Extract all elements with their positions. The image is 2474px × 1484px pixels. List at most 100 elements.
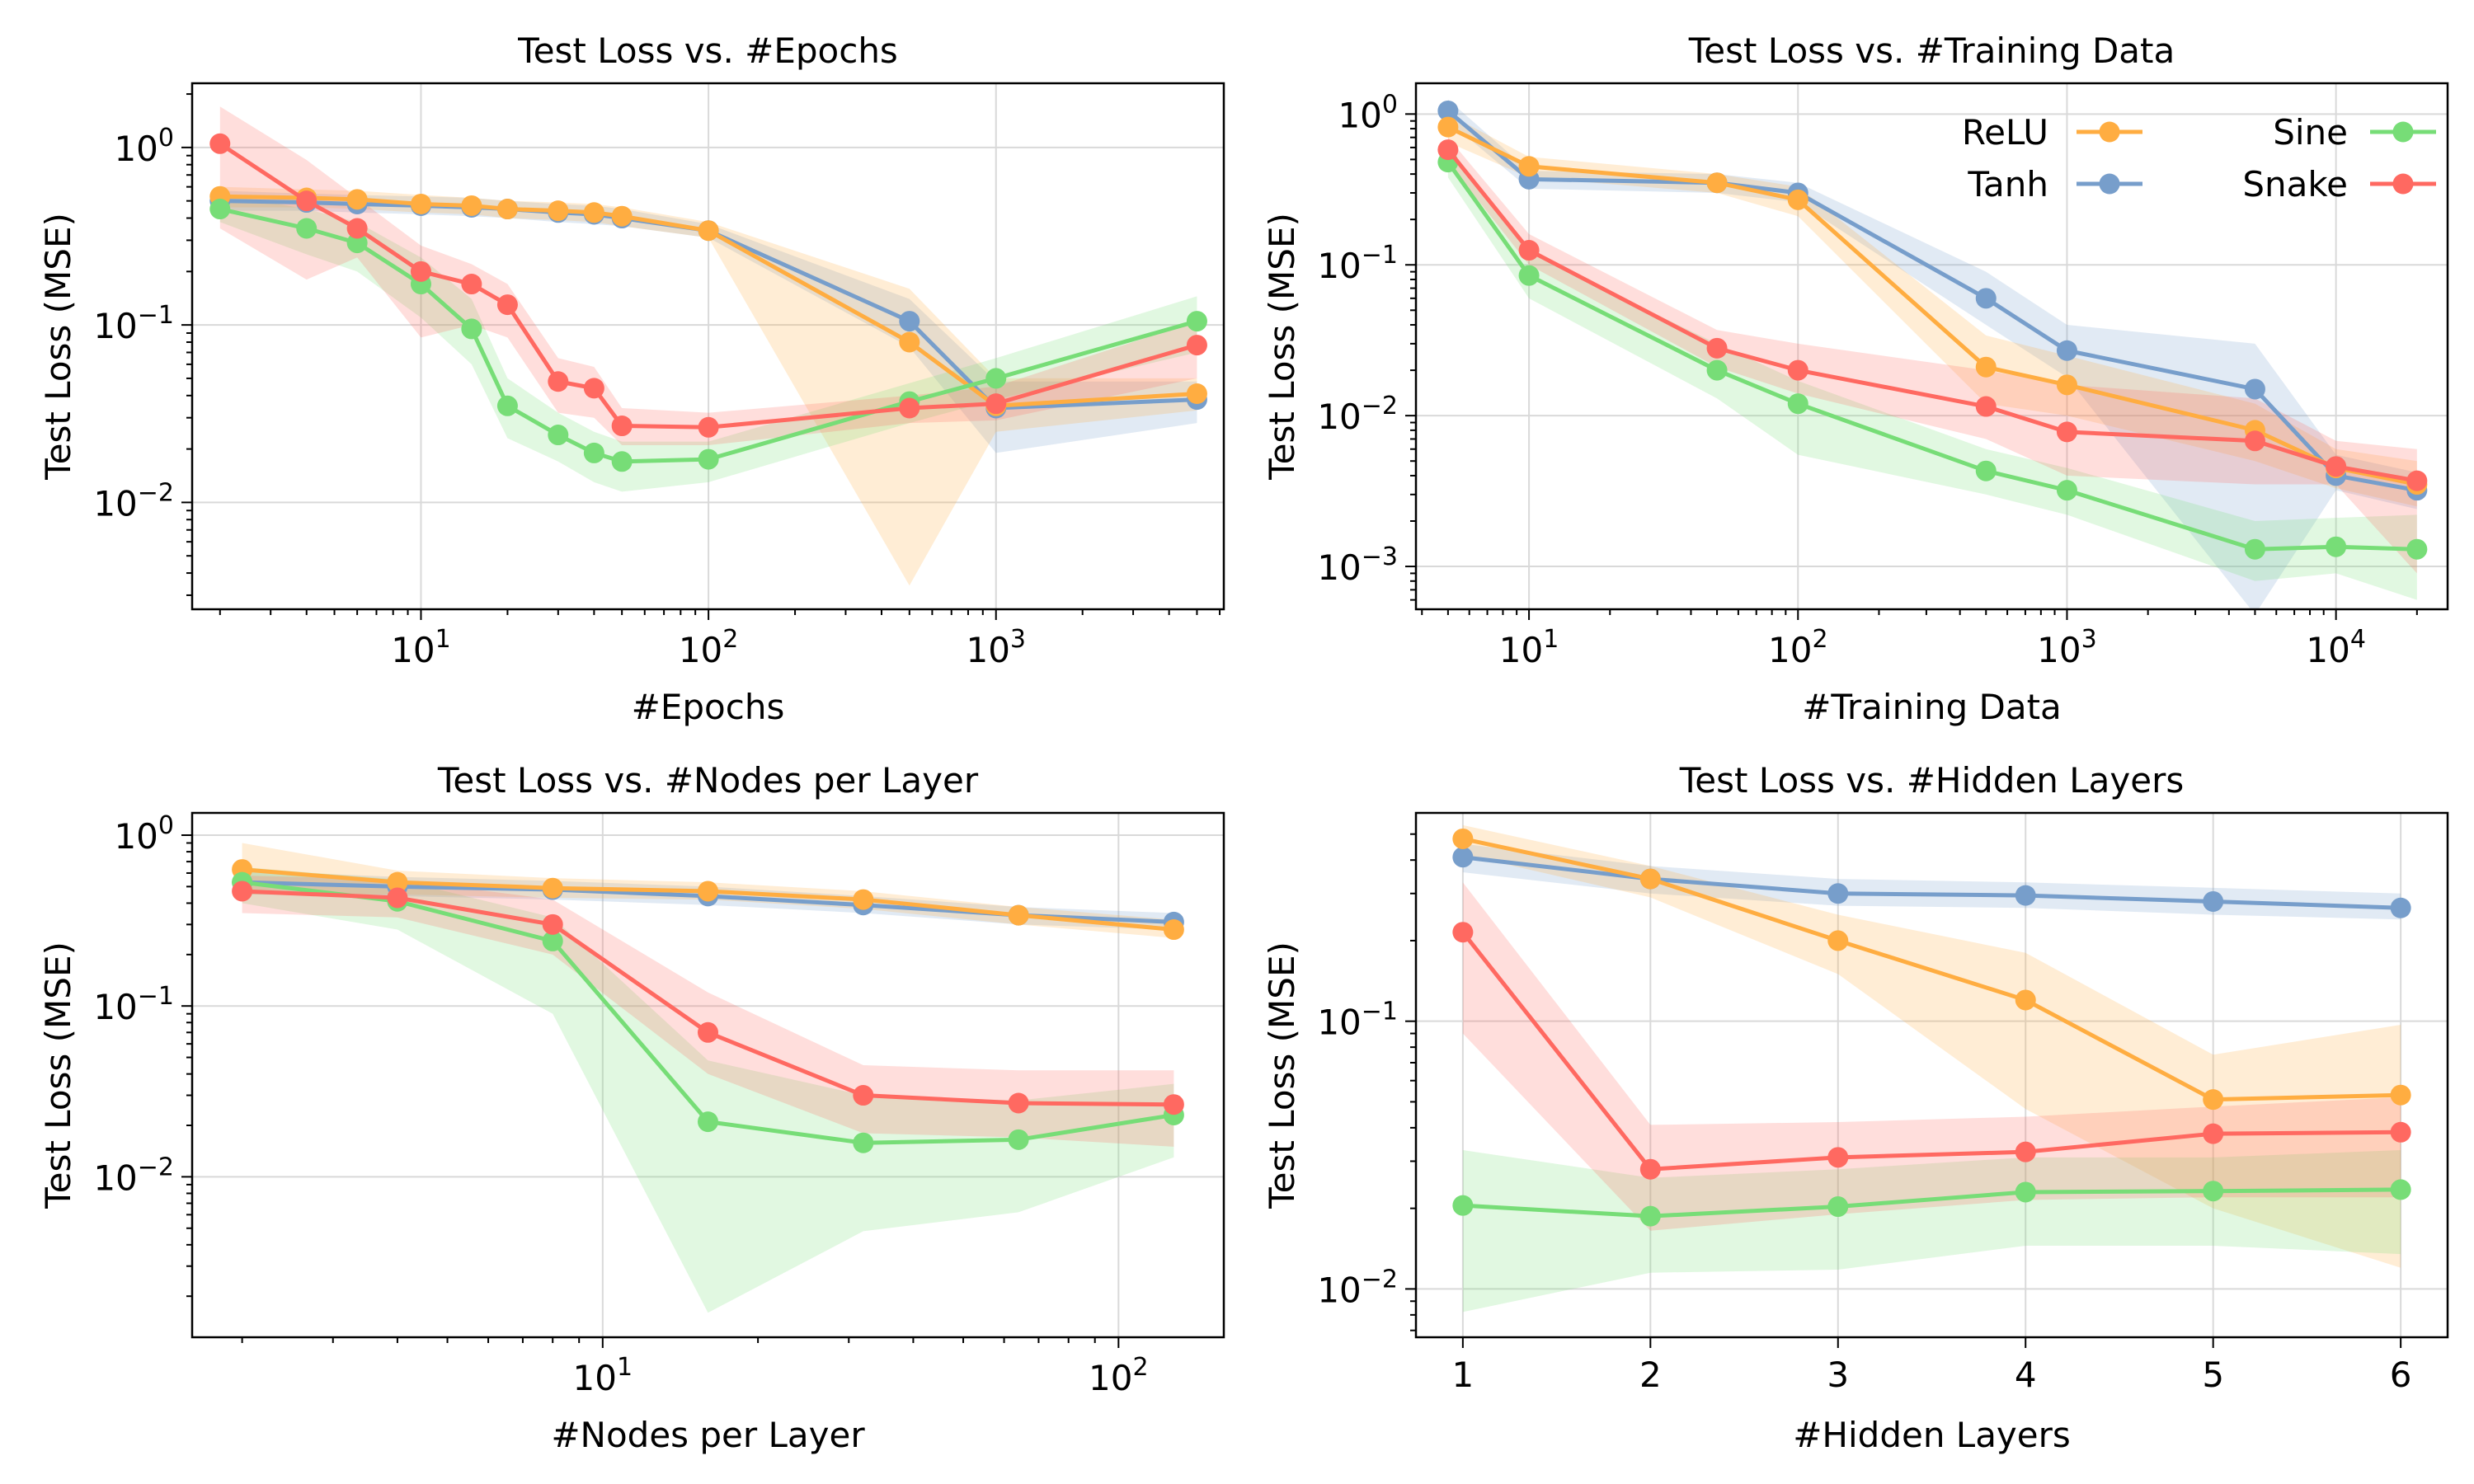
legend-label-tanh: Tanh [1967,164,2048,204]
series-line-relu [1462,837,2401,1102]
point-relu [410,193,431,214]
point-relu [611,205,633,227]
point-relu [1452,828,1474,849]
point-tanh [1827,883,1849,904]
point-snake [548,371,569,392]
point-relu [1008,904,1029,926]
point-sine [496,395,518,416]
band-relu [1447,114,2417,507]
point-snake [1639,1158,1661,1180]
x-tick-label: 1 [1451,1355,1474,1395]
point-sine [346,232,368,254]
point-sine [1008,1129,1029,1150]
band-snake [242,876,1174,1147]
point-tanh [1437,100,1459,121]
y-axis-label: Test Loss (MSE) [38,942,78,1209]
point-snake [1186,335,1207,356]
point-relu [387,871,408,893]
point-relu [899,331,920,353]
point-sine [1518,265,1540,286]
band-sine [1447,147,2417,600]
y-tick-label: 10−2 [93,1153,174,1198]
point-snake [853,1085,874,1106]
point-relu [698,881,718,902]
point-snake [232,881,253,902]
point-relu [698,220,719,242]
point-tanh [2244,378,2265,400]
legend-marker-relu [2099,121,2120,143]
legend: ReLU Sine Tanh Snake [1962,112,2436,204]
x-axis-label: #Hidden Layers [1793,1415,2071,1455]
point-relu [1706,172,1728,194]
point-sine [698,1111,718,1133]
x-tick-label: 103 [966,625,1026,670]
point-snake [1518,240,1540,261]
series-line-tanh [1462,855,2401,910]
band-tanh [1447,99,2417,609]
x-axis-label: #Nodes per Layer [551,1415,865,1455]
point-snake [1827,1147,1849,1168]
legend-label-snake: Snake [2242,164,2348,204]
chart-panel-1: 101 102 103 100 10−1 10−2 Test Loss vs. #Epoch… [38,31,1225,727]
x-tick-label: 103 [2037,625,2097,670]
point-relu [2203,1089,2224,1111]
point-snake [1452,922,1474,943]
point-snake [2015,1141,2036,1162]
point-sine [542,930,563,951]
point-tanh [1975,288,1997,309]
point-snake [1437,139,1459,161]
point-snake [1975,396,1997,417]
grid [192,813,1224,1337]
y-tick-label: 10−1 [1317,998,1398,1043]
band-snake [1462,882,2401,1231]
point-snake [542,913,563,935]
point-snake [698,1021,718,1043]
series-line-snake [1460,931,2401,1172]
x-tick-label: 6 [2390,1355,2412,1395]
point-relu [2390,1084,2411,1106]
y-axis-label: Test Loss (MSE) [1262,213,1302,481]
point-sine [1827,1196,1849,1218]
chart-title: Test Loss vs. #Training Data [1688,31,2175,71]
point-sine [2406,538,2428,560]
point-relu [583,202,604,223]
point-sine [2326,536,2347,557]
point-snake [611,416,633,437]
point-sine [1787,393,1808,415]
point-relu [1975,356,1997,378]
point-snake [346,218,368,239]
band-sine [219,193,1197,492]
point-relu [542,877,563,899]
point-relu [1827,930,1849,951]
y-axis-label: Test Loss (MSE) [38,213,78,481]
y-tick-label: 10−2 [93,478,174,524]
point-relu [1787,189,1808,210]
point-snake [1787,359,1808,381]
point-tanh [2203,890,2224,912]
legend-marker-tanh [2099,173,2120,195]
point-sine [461,318,482,340]
x-tick-label: 104 [2306,625,2366,670]
y-tick-label: 100 [1338,90,1398,135]
legend-label-relu: ReLU [1962,112,2048,153]
legend-marker-snake [2392,173,2414,195]
point-sine [853,1132,874,1153]
y-tick-label: 10−1 [93,982,174,1027]
chart-title: Test Loss vs. #Epochs [517,31,898,71]
point-sine [2244,538,2265,560]
legend-label-sine: Sine [2273,112,2348,153]
point-sine [2390,1179,2411,1200]
y-tick-label: 10−1 [1317,241,1398,286]
grid [192,83,1224,609]
x-tick-label: 5 [2202,1355,2224,1395]
point-relu [1163,919,1184,941]
point-relu [1437,116,1459,138]
point-snake [1008,1092,1029,1114]
point-snake [2244,430,2265,452]
x-axis-label: #Training Data [1802,687,2062,727]
series-line-sine [1462,1187,2401,1219]
point-sine [583,442,604,463]
point-snake [2390,1121,2411,1143]
point-sine [296,218,317,239]
x-tick-label: 101 [1499,625,1559,670]
